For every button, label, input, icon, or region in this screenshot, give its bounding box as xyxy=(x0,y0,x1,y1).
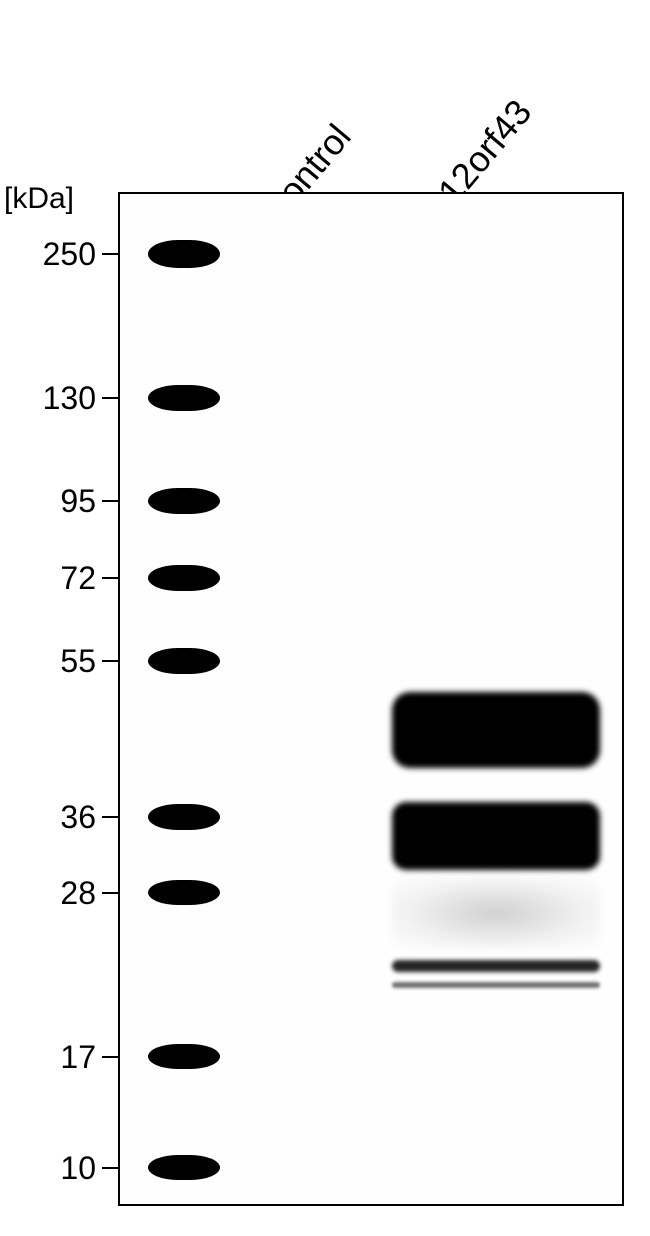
ladder-tick-mark xyxy=(102,660,118,662)
ladder-band xyxy=(148,804,220,830)
ladder-tick-label: 95 xyxy=(26,483,96,520)
ladder-band xyxy=(148,648,220,674)
axis-unit-label: [kDa] xyxy=(4,182,74,216)
ladder-tick-mark xyxy=(102,253,118,255)
sample-band xyxy=(392,802,600,870)
ladder-tick-mark xyxy=(102,816,118,818)
sample-band xyxy=(392,960,600,972)
ladder-tick-label: 55 xyxy=(26,643,96,680)
ladder-tick-mark xyxy=(102,1167,118,1169)
ladder-tick-label: 130 xyxy=(26,380,96,417)
ladder-tick-label: 72 xyxy=(26,560,96,597)
ladder-tick-label: 36 xyxy=(26,799,96,836)
ladder-band xyxy=(148,240,220,268)
ladder-tick-mark xyxy=(102,397,118,399)
ladder-band xyxy=(148,1155,220,1180)
sample-band xyxy=(392,982,600,988)
ladder-tick-mark xyxy=(102,892,118,894)
sample-band xyxy=(392,692,600,768)
ladder-tick-mark xyxy=(102,577,118,579)
ladder-tick-label: 10 xyxy=(26,1150,96,1187)
ladder-band xyxy=(148,880,220,905)
ladder-band xyxy=(148,565,220,591)
ladder-band xyxy=(148,488,220,514)
ladder-band xyxy=(148,1044,220,1069)
ladder-tick-mark xyxy=(102,1056,118,1058)
ladder-tick-mark xyxy=(102,500,118,502)
ladder-tick-label: 250 xyxy=(26,236,96,273)
sample-haze xyxy=(392,878,600,948)
ladder-band xyxy=(148,385,220,411)
ladder-tick-label: 17 xyxy=(26,1039,96,1076)
ladder-tick-label: 28 xyxy=(26,875,96,912)
